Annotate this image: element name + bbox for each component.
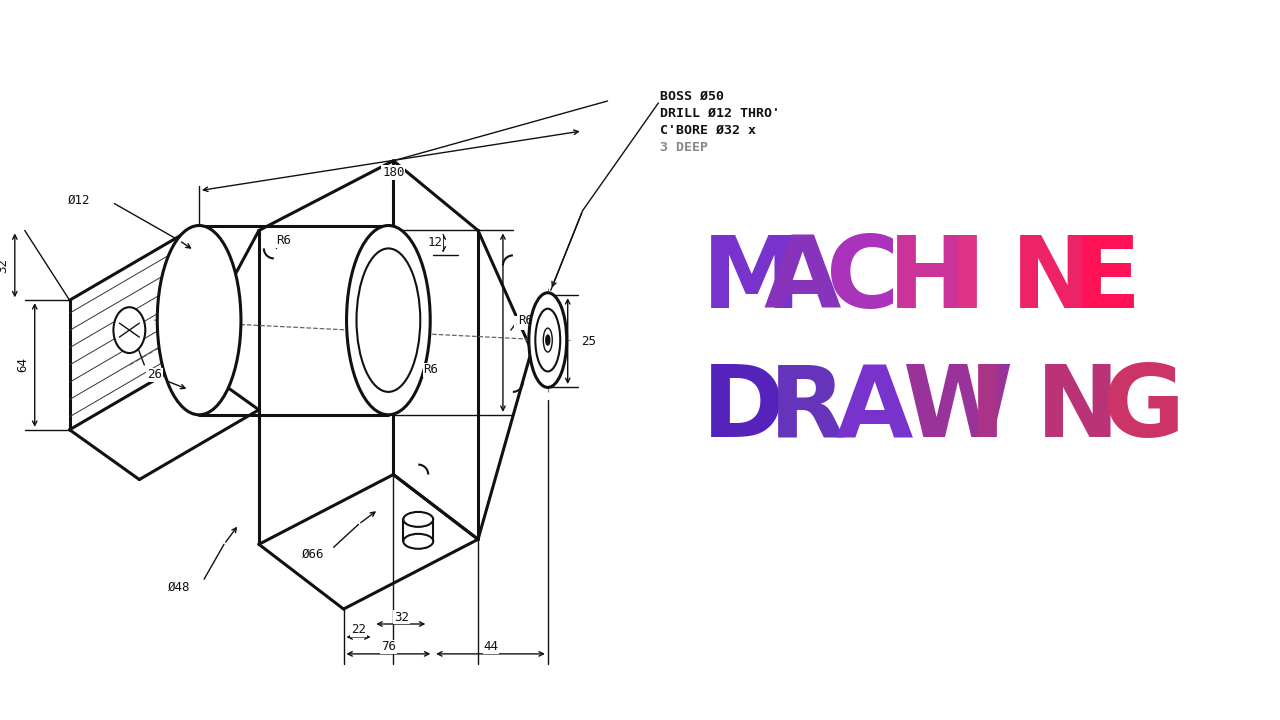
Text: 26: 26 xyxy=(147,369,161,382)
Ellipse shape xyxy=(543,328,552,352)
Text: Ø48: Ø48 xyxy=(168,580,191,593)
Text: 3 DEEP: 3 DEEP xyxy=(660,141,708,154)
Text: DRILL Ø12 THRO': DRILL Ø12 THRO' xyxy=(660,107,781,120)
Text: I: I xyxy=(950,232,987,329)
Text: G: G xyxy=(1102,361,1185,459)
Text: H: H xyxy=(887,232,972,329)
Text: N: N xyxy=(1011,232,1094,329)
Text: R6: R6 xyxy=(424,364,438,377)
Text: D: D xyxy=(703,361,785,459)
Text: I: I xyxy=(969,361,1006,459)
Ellipse shape xyxy=(114,307,146,353)
Text: Ø12: Ø12 xyxy=(68,194,91,207)
Text: C'BORE Ø32 x: C'BORE Ø32 x xyxy=(660,124,756,137)
Text: 12: 12 xyxy=(428,236,443,249)
Text: 44: 44 xyxy=(484,640,498,654)
Text: Ø66: Ø66 xyxy=(302,548,325,561)
Text: 32: 32 xyxy=(0,258,9,273)
Text: E: E xyxy=(1073,232,1140,329)
Ellipse shape xyxy=(157,225,241,415)
Text: 180: 180 xyxy=(383,166,404,179)
Text: W: W xyxy=(902,361,1012,459)
Ellipse shape xyxy=(535,309,561,372)
Text: R: R xyxy=(769,361,846,459)
Text: R6: R6 xyxy=(518,314,532,327)
Text: 88: 88 xyxy=(515,317,530,330)
Text: BOSS Ø50: BOSS Ø50 xyxy=(660,90,724,103)
Text: 76: 76 xyxy=(381,640,396,654)
Text: 32: 32 xyxy=(394,611,408,624)
Text: R6: R6 xyxy=(275,234,291,247)
Ellipse shape xyxy=(545,335,550,345)
Ellipse shape xyxy=(347,225,430,415)
Ellipse shape xyxy=(529,293,567,387)
Text: A: A xyxy=(836,361,913,459)
Text: N: N xyxy=(1036,361,1120,459)
Text: C: C xyxy=(826,232,899,329)
Ellipse shape xyxy=(403,534,433,549)
Text: 22: 22 xyxy=(351,624,366,636)
Text: A: A xyxy=(764,232,841,329)
Text: M: M xyxy=(703,232,801,329)
Text: 64: 64 xyxy=(17,358,29,372)
Text: 25: 25 xyxy=(581,335,595,348)
